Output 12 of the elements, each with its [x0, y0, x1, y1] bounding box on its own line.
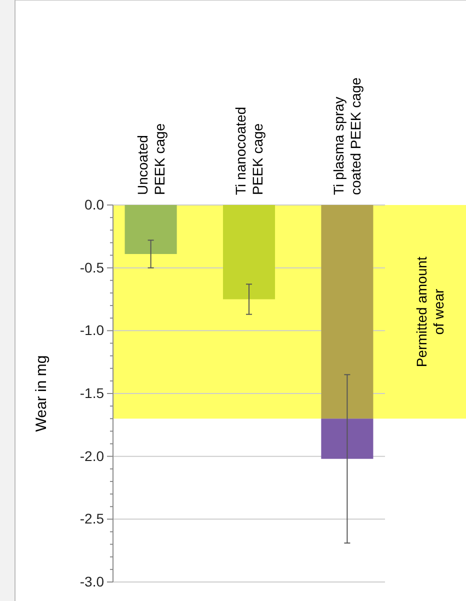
y-tick-label: -2.5 — [80, 510, 104, 527]
y-tick-label: -2.0 — [80, 448, 104, 464]
y-tick-label: -1.0 — [80, 322, 104, 338]
band-label: Permitted amount of wear — [414, 256, 446, 368]
y-tick-label: -0.5 — [80, 259, 104, 276]
x-tick-label: Ti plasma spray coated PEEK cage — [330, 77, 364, 195]
x-tick-label: Ti nanocoated PEEK cage — [232, 106, 266, 195]
y-tick-label: -1.5 — [80, 384, 104, 401]
y-tick-label: -3.0 — [80, 573, 104, 590]
y-tick-label: 0.0 — [84, 196, 104, 212]
x-tick-label: Uncoated PEEK cage — [134, 123, 168, 195]
y-axis-title: Wear in mg — [33, 355, 50, 432]
